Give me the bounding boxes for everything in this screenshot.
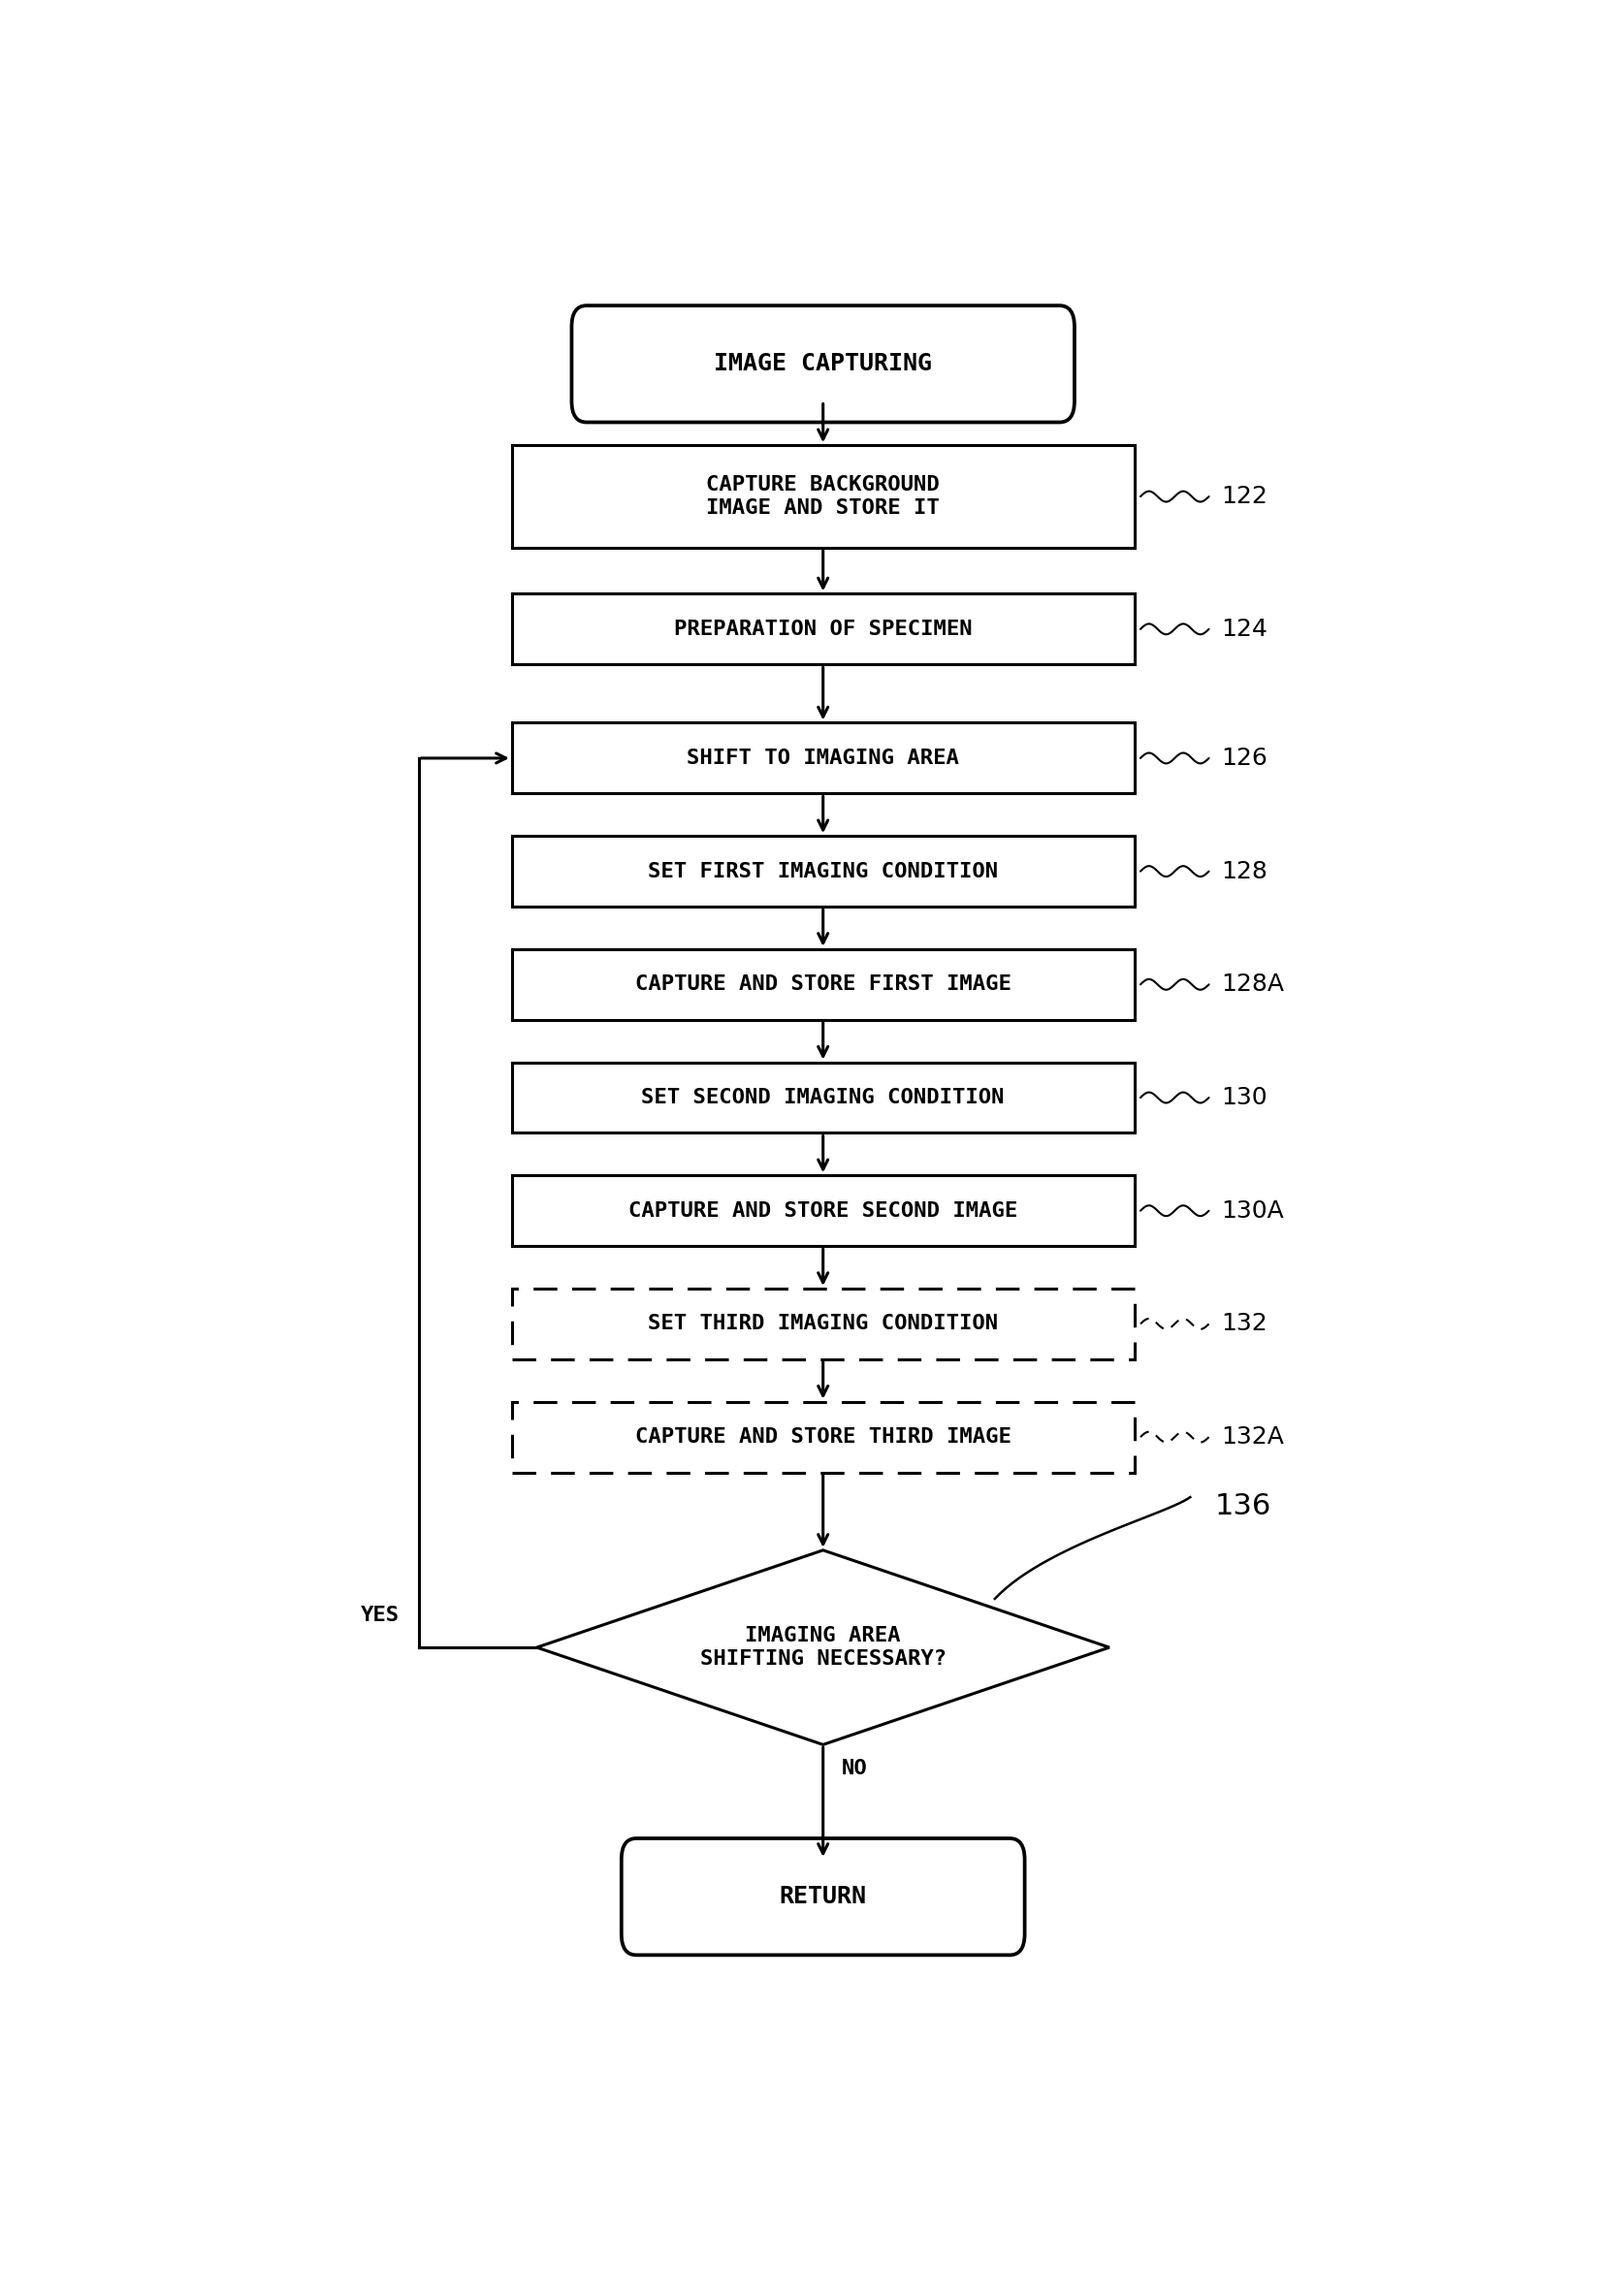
Text: SHIFT TO IMAGING AREA: SHIFT TO IMAGING AREA: [687, 748, 958, 767]
Text: 130: 130: [1221, 1086, 1266, 1109]
Text: CAPTURE AND STORE FIRST IMAGE: CAPTURE AND STORE FIRST IMAGE: [634, 976, 1011, 994]
FancyBboxPatch shape: [512, 948, 1133, 1019]
Text: 132A: 132A: [1221, 1426, 1284, 1449]
Text: IMAGE CAPTURING: IMAGE CAPTURING: [714, 351, 931, 377]
FancyBboxPatch shape: [512, 1063, 1133, 1132]
Text: NO: NO: [841, 1759, 867, 1777]
FancyBboxPatch shape: [512, 445, 1133, 549]
Text: CAPTURE AND STORE THIRD IMAGE: CAPTURE AND STORE THIRD IMAGE: [634, 1428, 1011, 1446]
Text: 130A: 130A: [1221, 1199, 1284, 1221]
FancyBboxPatch shape: [571, 305, 1074, 422]
Text: RETURN: RETURN: [778, 1885, 867, 1908]
Text: YES: YES: [361, 1605, 400, 1626]
FancyBboxPatch shape: [621, 1839, 1024, 1956]
FancyBboxPatch shape: [512, 1401, 1133, 1472]
Text: IMAGING AREA
SHIFTING NECESSARY?: IMAGING AREA SHIFTING NECESSARY?: [700, 1626, 945, 1669]
FancyBboxPatch shape: [512, 836, 1133, 907]
Polygon shape: [536, 1550, 1109, 1745]
Text: 136: 136: [1215, 1492, 1271, 1520]
Text: 128A: 128A: [1221, 974, 1284, 996]
FancyBboxPatch shape: [512, 1288, 1133, 1359]
Text: SET THIRD IMAGING CONDITION: SET THIRD IMAGING CONDITION: [647, 1313, 998, 1334]
Text: 128: 128: [1221, 859, 1266, 884]
Text: PREPARATION OF SPECIMEN: PREPARATION OF SPECIMEN: [674, 620, 971, 638]
Text: 126: 126: [1221, 746, 1266, 769]
Text: 122: 122: [1221, 484, 1266, 507]
FancyBboxPatch shape: [512, 1176, 1133, 1247]
Text: SET FIRST IMAGING CONDITION: SET FIRST IMAGING CONDITION: [647, 861, 998, 882]
Text: CAPTURE AND STORE SECOND IMAGE: CAPTURE AND STORE SECOND IMAGE: [628, 1201, 1018, 1221]
Text: SET SECOND IMAGING CONDITION: SET SECOND IMAGING CONDITION: [640, 1088, 1005, 1107]
FancyBboxPatch shape: [512, 723, 1133, 794]
Text: CAPTURE BACKGROUND
IMAGE AND STORE IT: CAPTURE BACKGROUND IMAGE AND STORE IT: [706, 475, 939, 517]
FancyBboxPatch shape: [512, 595, 1133, 664]
Text: 124: 124: [1221, 618, 1266, 641]
Text: 132: 132: [1221, 1313, 1266, 1336]
